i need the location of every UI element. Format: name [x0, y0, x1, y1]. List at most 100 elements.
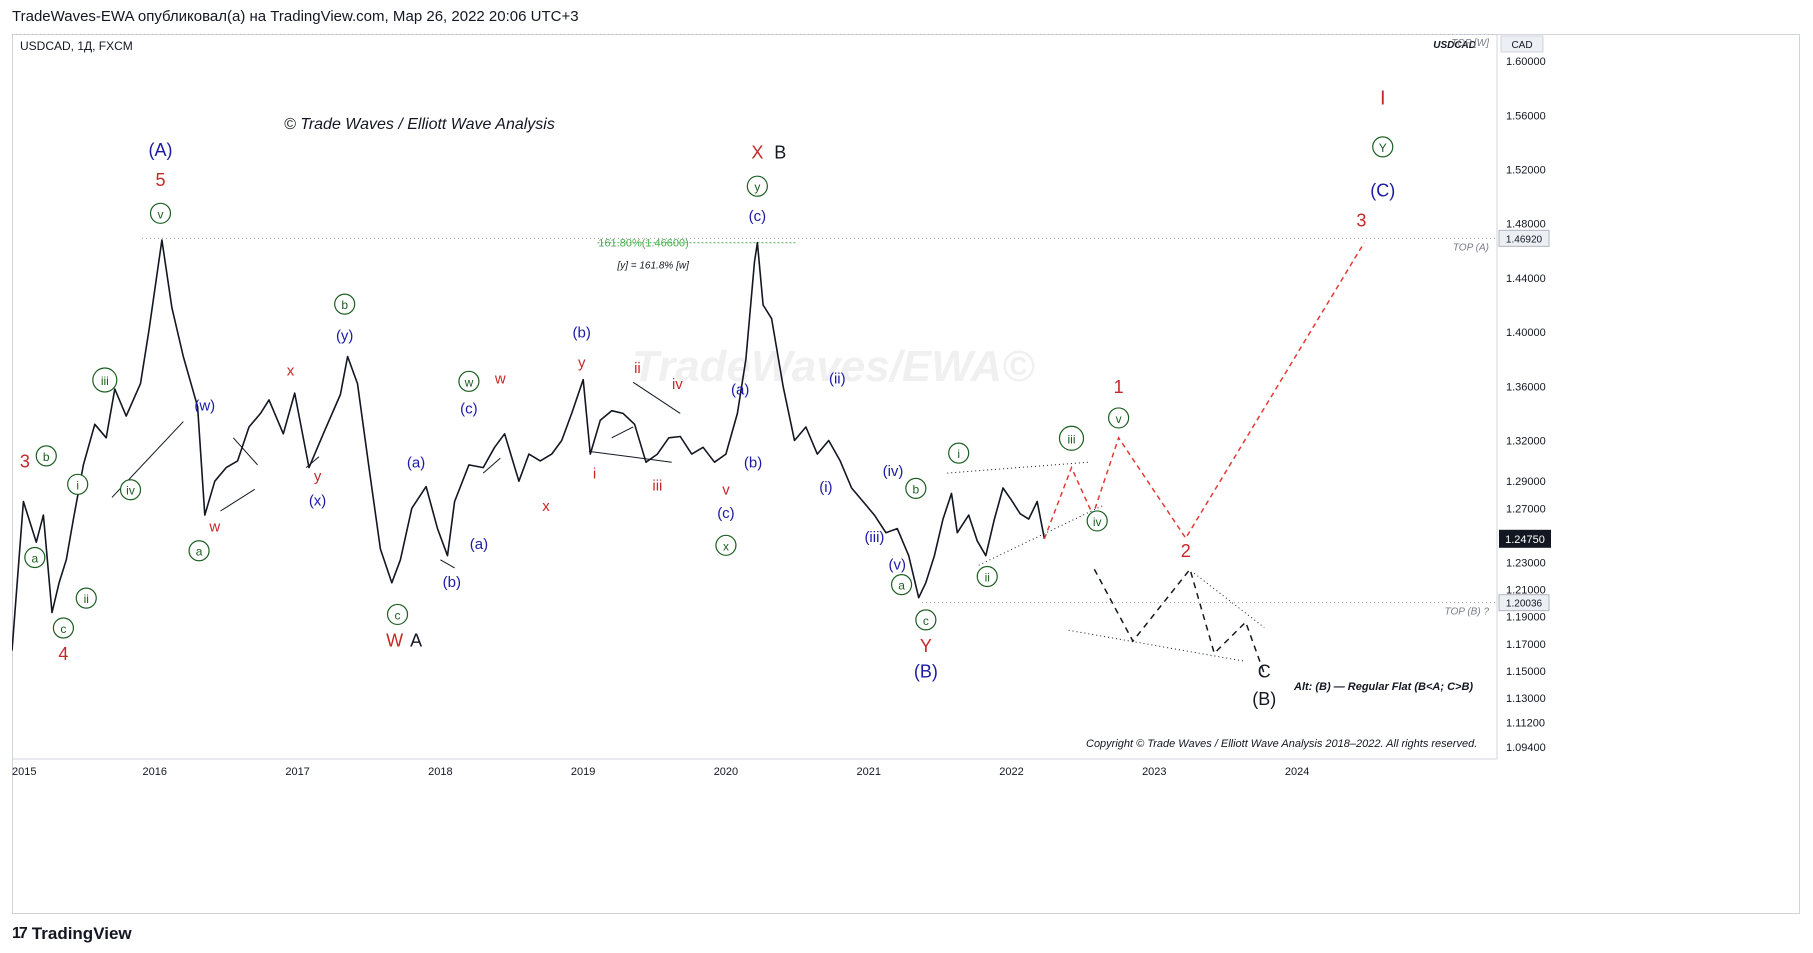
- copyright-title: © Trade Waves / Elliott Wave Analysis: [284, 116, 555, 133]
- wave-label: (w): [194, 398, 215, 415]
- level-label: TOP [W]: [1451, 38, 1489, 49]
- wave-label: x: [287, 362, 295, 379]
- x-tick-label: 2022: [999, 766, 1023, 778]
- x-tick-label: 2020: [714, 766, 738, 778]
- wave-label: I: [1380, 87, 1386, 109]
- wave-label: (iv): [883, 463, 904, 480]
- y-tick-label: 1.36000: [1506, 381, 1546, 393]
- level-value-box: [1498, 594, 1550, 612]
- wave-label-circle: [188, 540, 210, 562]
- chart-area[interactable]: USDCAD, 1Д, FXCM USDCAD © Trade Waves / …: [12, 34, 1800, 914]
- wave-label-circle: [67, 473, 89, 495]
- wave-label: b: [43, 450, 50, 464]
- wave-label: (a): [407, 455, 425, 472]
- wave-label: x: [542, 498, 550, 515]
- wave-label: w: [464, 375, 474, 389]
- levels-layer: TOP [W] TOP (A) 1.46920 TOP (B) ? 1.20036 1.2…: [12, 34, 1551, 618]
- wave-label-circle: [1108, 407, 1130, 429]
- fib-label: 161.80%(1.46600): [598, 238, 689, 250]
- wave-label-circle: [119, 479, 142, 501]
- wave-label: v: [1116, 412, 1122, 426]
- y-tick-label: 1.48000: [1506, 219, 1546, 231]
- y-tick-label: 1.15000: [1506, 666, 1546, 678]
- wave-label-circle: [334, 293, 356, 315]
- level-value: 1.46920: [1506, 234, 1543, 245]
- wave-label-circle: [52, 617, 75, 639]
- wave-label: (i): [819, 479, 832, 496]
- y-tick-label: 1.44000: [1506, 273, 1546, 285]
- tradingview-logo-icon: 17: [12, 925, 28, 942]
- alt-note: Alt: (B) — Regular Flat (B<A; C>B): [1293, 681, 1473, 693]
- wave-label: ii: [985, 570, 990, 584]
- wave-label: B: [774, 143, 786, 163]
- wave-label: v: [158, 207, 164, 221]
- wave-label: 5: [155, 170, 165, 190]
- x-tick-label: 2017: [285, 766, 309, 778]
- wave-label-circle: [1058, 425, 1085, 451]
- fib-note: [y] = 161.8% [w]: [616, 261, 689, 272]
- wave-label: Y: [920, 636, 932, 656]
- wave-label: 2: [1181, 541, 1191, 561]
- y-tick-label: 1.32000: [1506, 436, 1546, 448]
- x-tick-label: 2018: [428, 766, 452, 778]
- wave-label: W: [386, 631, 403, 651]
- wave-label: c: [923, 614, 929, 628]
- wave-label-circle: [1372, 136, 1394, 158]
- level-value-box: [1498, 229, 1550, 247]
- trendlines-layer: [111, 242, 1365, 674]
- tradingview-brand[interactable]: 17 TradingView: [12, 924, 132, 944]
- wave-label: iv: [672, 376, 683, 393]
- wave-label: (a): [731, 381, 749, 398]
- trendline: [588, 450, 672, 463]
- wave-label-circle: [948, 442, 970, 464]
- wave-label-circle: [92, 367, 118, 393]
- wave-label: (B): [1252, 689, 1276, 709]
- y-tick-label: 1.40000: [1506, 327, 1546, 339]
- axes-layer: 1.60000 1.56000 1.52000 1.48000 1.44000 1.400…: [12, 34, 1546, 778]
- price-layer: [12, 239, 1046, 651]
- wave-label: w: [494, 371, 506, 388]
- x-tick-label: 2019: [571, 766, 595, 778]
- wave-label: c: [60, 622, 66, 636]
- wave-label: b: [341, 298, 348, 312]
- wave-label: A: [410, 631, 422, 651]
- wave-label: 3: [1356, 210, 1366, 230]
- watermark: TradeWaves/EWA©: [632, 342, 1035, 391]
- brand-text: TradingView: [31, 924, 132, 943]
- wave-label: (b): [443, 574, 461, 591]
- currency-tag-box: [1500, 35, 1544, 53]
- x-tick-label: 2016: [143, 766, 167, 778]
- dotted-trendline: [1193, 572, 1265, 628]
- trendline: [482, 457, 501, 474]
- wave-label: v: [722, 482, 730, 499]
- copyright-footer: Copyright © Trade Waves / Elliott Wave A…: [1086, 738, 1477, 750]
- dotted-trendline: [947, 461, 1089, 474]
- wave-label: (v): [889, 556, 907, 573]
- y-tick-label: 1.52000: [1506, 165, 1546, 177]
- wave-label-circle: [24, 546, 46, 569]
- wave-label: (C): [1370, 181, 1395, 201]
- wave-label: (y): [336, 327, 354, 344]
- symbol-line: USDCAD, 1Д, FXCM: [20, 39, 133, 53]
- publish-header: TradeWaves-EWA опубликовал(а) на Trading…: [12, 8, 579, 25]
- y-tick-label: 1.17000: [1506, 639, 1546, 651]
- trendline: [232, 437, 258, 466]
- y-tick-label: 1.23000: [1506, 558, 1546, 570]
- wave-label: (x): [309, 493, 327, 510]
- trendline: [632, 381, 681, 414]
- wave-label-circle: [890, 574, 913, 596]
- wave-label: C: [1258, 662, 1271, 682]
- wave-label: iv: [1093, 515, 1102, 529]
- y-tick-label: 1.21000: [1506, 585, 1546, 597]
- last-price-label: 1.24750: [1505, 534, 1545, 546]
- wave-label: x: [723, 539, 729, 553]
- wave-label: (c): [460, 400, 478, 417]
- currency-tag: CAD: [1511, 40, 1532, 51]
- wave-label: a: [196, 545, 203, 559]
- y-tick-label: 1.11200: [1506, 717, 1545, 729]
- wave-label-circle: [1086, 510, 1108, 532]
- level-label: TOP (B) ?: [1445, 607, 1490, 618]
- wave-label: (A): [149, 140, 173, 160]
- wave-label-circle: [746, 175, 768, 197]
